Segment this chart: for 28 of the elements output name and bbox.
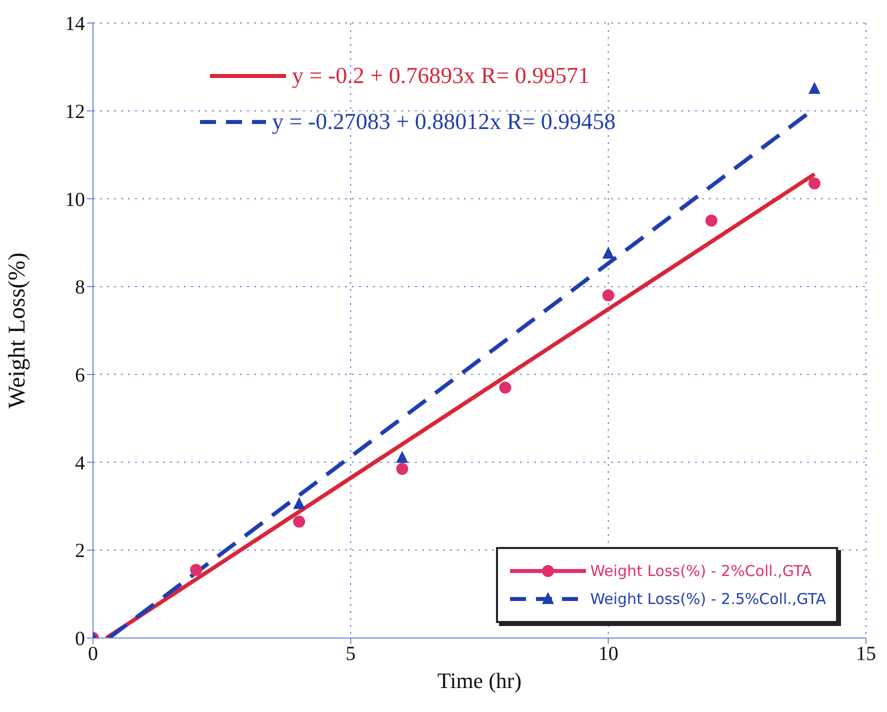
y-tick-label: 14 xyxy=(65,13,85,36)
legend-label: y = -0.2 + 0.76893x R= 0.99571 xyxy=(292,63,590,89)
y-tick-label: 8 xyxy=(75,276,85,299)
legend-label: y = -0.27083 + 0.88012x R= 0.99458 xyxy=(272,109,616,135)
y-tick-label: 2 xyxy=(75,540,85,562)
point xyxy=(499,382,512,394)
point xyxy=(705,214,718,227)
point xyxy=(293,497,306,510)
point xyxy=(396,462,408,475)
y-tick-label: 6 xyxy=(75,364,85,387)
point xyxy=(396,450,408,463)
y-tick-label: 12 xyxy=(65,100,85,123)
y-tick-label: 4 xyxy=(75,452,85,474)
y-tick-label: 10 xyxy=(65,188,85,211)
x-tick-label: 15 xyxy=(856,643,876,666)
legend-label: Weight Loss(%) - 2.5%Coll.,GTA xyxy=(590,590,826,608)
point xyxy=(602,246,614,259)
point xyxy=(808,177,820,190)
y-axis-title: Weight Loss(%) xyxy=(4,252,31,409)
point xyxy=(293,516,306,528)
x-axis-title: Time (hr) xyxy=(437,668,522,693)
y-tick-label: 0 xyxy=(75,628,85,650)
point xyxy=(808,82,820,94)
x-tick-label: 10 xyxy=(598,643,618,666)
x-tick-label: 5 xyxy=(346,643,356,666)
legend-label: Weight Loss(%) - 2%Coll.,GTA xyxy=(590,562,812,580)
point xyxy=(602,289,614,302)
point xyxy=(190,564,202,576)
